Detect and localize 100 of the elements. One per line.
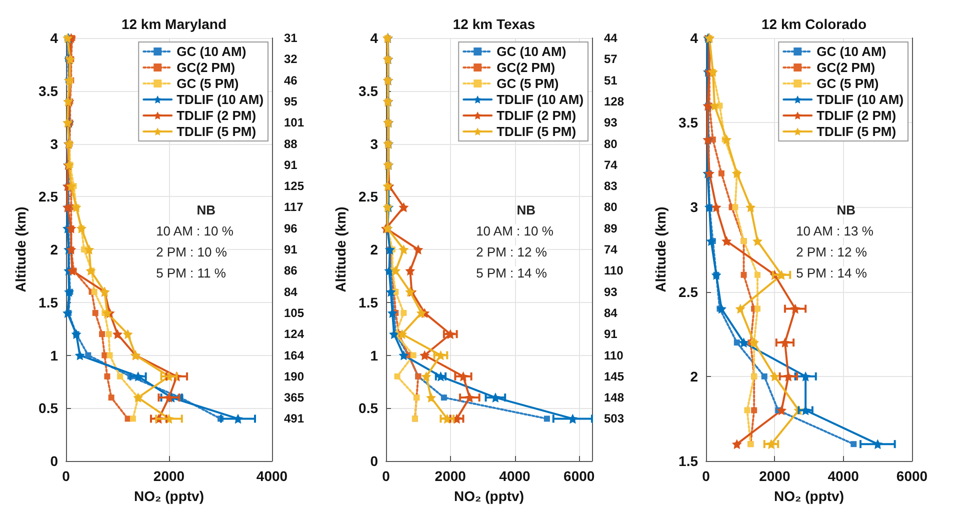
- legend-label: TDLIF (10 AM): [176, 92, 264, 107]
- point: [122, 329, 133, 340]
- point: [735, 304, 746, 314]
- x-tick-label: 4000: [828, 468, 860, 484]
- annotation: NB: [196, 202, 216, 218]
- point: [398, 244, 409, 254]
- point: [117, 373, 124, 380]
- point: [106, 352, 113, 358]
- y-tick-label: 3.5: [678, 114, 698, 131]
- x-axis-title: NO₂ (pptv): [134, 488, 204, 504]
- annotation: 5 PM : 11 %: [156, 266, 226, 280]
- category-label: 91: [284, 242, 298, 256]
- y-tick-label: 1: [50, 347, 58, 364]
- category-label: 110: [604, 348, 624, 362]
- category-label: 46: [284, 73, 298, 88]
- category-label: 51: [604, 73, 618, 88]
- category-label: 91: [284, 158, 298, 172]
- point: [732, 439, 742, 450]
- category-label: 491: [284, 412, 304, 426]
- y-tick-label: 3: [50, 136, 58, 152]
- point: [426, 392, 436, 403]
- y-tick-label: 2: [370, 242, 378, 258]
- annotation: 5 PM : 14 %: [796, 266, 868, 280]
- category-label: 84: [284, 284, 298, 299]
- point: [102, 352, 108, 358]
- point: [104, 373, 110, 380]
- point: [544, 416, 550, 422]
- y-tick-label: 3: [370, 136, 378, 152]
- point: [722, 134, 732, 145]
- x-tick-label: 2000: [434, 468, 466, 484]
- y-tick-label: 1: [370, 347, 378, 364]
- point: [86, 266, 96, 276]
- legend-label: GC(2 PM): [816, 60, 876, 75]
- point: [384, 244, 395, 254]
- point: [751, 407, 758, 414]
- point: [394, 373, 400, 380]
- y-tick-label: 4: [50, 30, 58, 46]
- y-tick-label: 2.5: [678, 284, 698, 300]
- point: [413, 244, 424, 254]
- x-tick-label: 4000: [256, 468, 288, 484]
- chart-title: 12 km Texas: [452, 16, 536, 32]
- category-label: 88: [284, 136, 298, 151]
- y-tick-label: 3: [690, 199, 698, 216]
- x-tick-label: 0: [382, 468, 390, 484]
- x-axis-title: NO₂ (pptv): [454, 488, 524, 504]
- category-label: 164: [284, 348, 304, 362]
- y-axis-title: Altitude (km): [12, 206, 29, 292]
- point: [722, 236, 732, 246]
- point: [746, 202, 756, 212]
- category-label: 124: [284, 327, 304, 342]
- annotation: 2 PM : 10 %: [156, 244, 228, 260]
- category-label: 117: [284, 200, 304, 214]
- point: [410, 352, 416, 358]
- point: [384, 266, 394, 276]
- legend-label: GC (10 AM): [496, 44, 566, 59]
- legend-label: GC(2 PM): [496, 60, 556, 75]
- category-label: 89: [604, 221, 618, 236]
- category-label: 84: [604, 306, 618, 320]
- legend-label: GC(2 PM): [176, 60, 236, 75]
- point: [754, 306, 760, 312]
- legend-label: TDLIF (5 PM): [496, 124, 576, 139]
- category-label: 96: [284, 221, 298, 236]
- y-tick-label: 2.5: [38, 188, 58, 205]
- point: [112, 329, 122, 340]
- category-label: 110: [604, 264, 624, 278]
- point: [62, 308, 73, 318]
- point: [738, 338, 749, 348]
- category-label: 91: [604, 327, 618, 342]
- point: [752, 236, 762, 246]
- annotation: 10 AM : 10 %: [476, 224, 554, 238]
- point: [711, 202, 722, 212]
- legend-label: TDLIF (2 PM): [496, 108, 576, 123]
- category-label: 101: [284, 116, 304, 130]
- category-label: 95: [284, 94, 298, 108]
- point: [130, 416, 136, 422]
- x-tick-label: 0: [702, 468, 710, 484]
- point: [706, 236, 716, 246]
- category-label: 74: [604, 158, 618, 172]
- point: [421, 371, 432, 382]
- category-label: 128: [604, 94, 624, 108]
- legend-label: TDLIF (10 AM): [496, 92, 584, 107]
- chart-title: 12 km Colorado: [761, 16, 867, 32]
- annotation: 10 AM : 10 %: [156, 224, 234, 238]
- legend-label: GC (10 AM): [176, 44, 246, 59]
- y-tick-label: 4: [370, 30, 378, 46]
- point: [744, 407, 750, 414]
- legend-label: GC (5 PM): [816, 76, 879, 91]
- y-tick-label: 4: [690, 30, 698, 46]
- x-axis-title: NO₂ (pptv): [774, 488, 844, 504]
- category-label: 148: [604, 390, 624, 405]
- y-axis-title: Altitude (km): [652, 206, 669, 292]
- point: [710, 100, 720, 111]
- legend-label: TDLIF (2 PM): [176, 108, 256, 123]
- legend-label: GC (5 PM): [496, 76, 559, 91]
- point: [390, 266, 401, 276]
- annotation: 10 AM : 13 %: [796, 224, 874, 238]
- point: [92, 310, 98, 316]
- chart-title: 12 km Maryland: [121, 16, 227, 32]
- x-tick-label: 2000: [153, 468, 185, 484]
- y-tick-label: 0.5: [38, 400, 58, 416]
